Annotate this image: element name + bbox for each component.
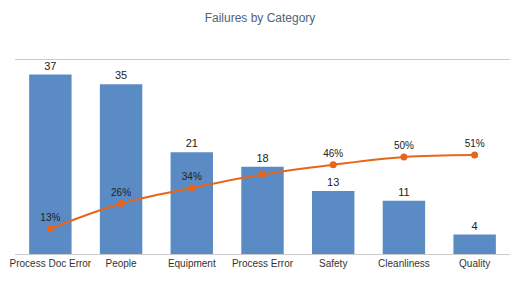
svg-text:Safety: Safety: [319, 258, 347, 269]
svg-text:13%: 13%: [40, 212, 60, 223]
svg-text:21: 21: [186, 137, 198, 149]
svg-text:46%: 46%: [323, 148, 343, 159]
svg-text:11: 11: [398, 186, 409, 198]
svg-text:50%: 50%: [394, 140, 414, 151]
svg-text:Failures by Category: Failures by Category: [205, 11, 316, 25]
svg-text:35: 35: [115, 69, 127, 81]
svg-text:34%: 34%: [182, 171, 202, 182]
svg-text:Equipment: Equipment: [168, 258, 216, 269]
svg-text:Cleanliness: Cleanliness: [378, 258, 430, 269]
svg-text:Quality: Quality: [459, 258, 490, 269]
svg-text:4: 4: [472, 220, 478, 232]
svg-text:Process Doc Error: Process Doc Error: [10, 258, 92, 269]
svg-text:13: 13: [327, 176, 339, 188]
svg-text:Process Error: Process Error: [232, 258, 294, 269]
svg-text:37: 37: [44, 60, 56, 72]
svg-text:18: 18: [256, 152, 268, 164]
svg-text:26%: 26%: [111, 187, 131, 198]
svg-text:51%: 51%: [465, 138, 485, 149]
svg-text:People: People: [105, 258, 137, 269]
